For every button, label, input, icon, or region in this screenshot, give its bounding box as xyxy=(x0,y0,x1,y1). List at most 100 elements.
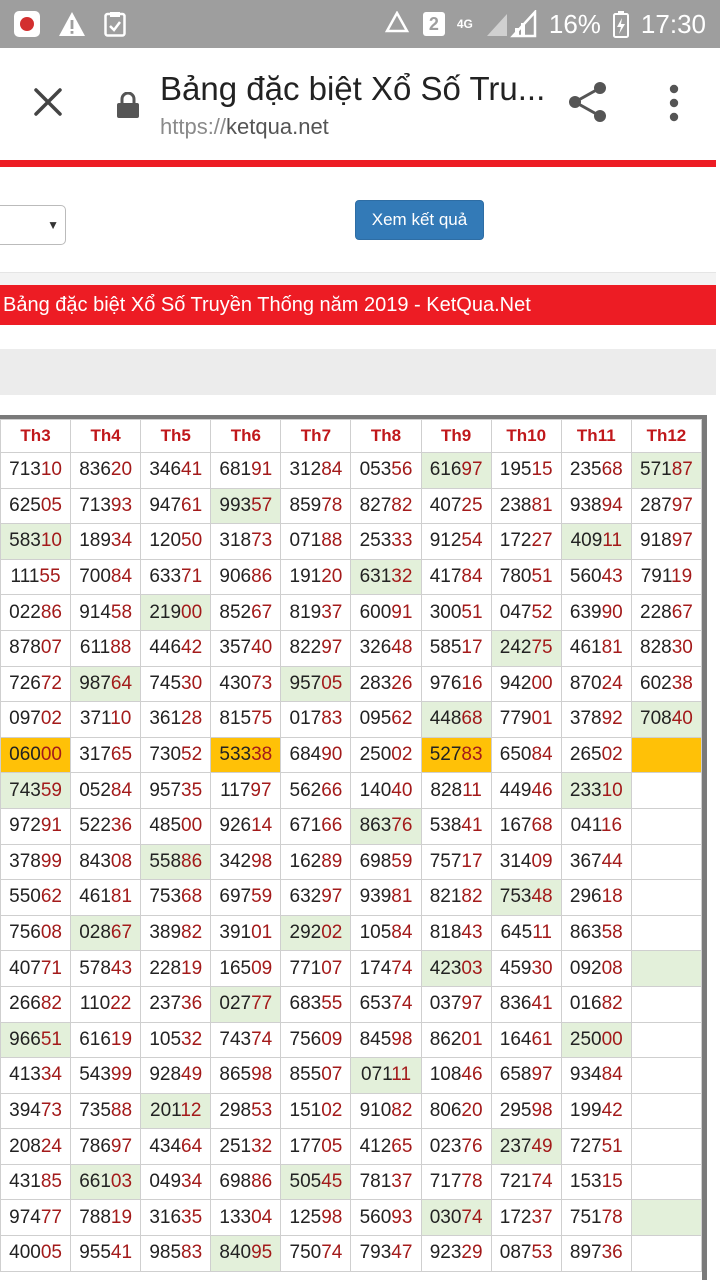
result-cell xyxy=(630,1235,702,1272)
result-cell: 11797 xyxy=(210,772,282,809)
view-results-button[interactable]: Xem kết quả xyxy=(355,200,484,240)
result-cell: 64511 xyxy=(490,914,562,952)
result-cell: 12598 xyxy=(280,1199,352,1237)
result-cell: 75608 xyxy=(0,914,72,952)
result-cell: 75178 xyxy=(560,1199,632,1237)
result-cell xyxy=(630,879,702,916)
share-icon[interactable] xyxy=(566,80,610,124)
result-cell: 95541 xyxy=(70,1235,142,1272)
table-row: 39473 73588 20112 29853 15102 91082 80620 29598… xyxy=(0,1092,702,1130)
result-cell: 35740 xyxy=(210,629,282,667)
result-cell: 07111 xyxy=(350,1057,422,1094)
table-row: 96651 61619 10532 74374 75609 84598 86201 16461… xyxy=(0,1021,702,1059)
result-cell: 82782 xyxy=(350,487,422,525)
battery-charging-icon xyxy=(612,11,629,38)
result-cell: 31635 xyxy=(140,1199,212,1237)
table-row: 75608 02867 38982 39101 29202 10584 81843 64511… xyxy=(0,914,702,952)
result-cell: 23310 xyxy=(560,772,632,809)
result-cell: 23736 xyxy=(140,985,212,1023)
result-cell: 23749 xyxy=(490,1128,562,1165)
result-cell: 25333 xyxy=(350,523,422,560)
sim-badge: 2 xyxy=(422,12,445,36)
result-cell: 56093 xyxy=(350,1199,422,1237)
result-cell: 85507 xyxy=(280,1057,352,1094)
result-cell: 28326 xyxy=(350,665,422,703)
result-cell: 56043 xyxy=(560,558,632,596)
table-row: 40005 95541 98583 84095 75074 79347 92329 08753… xyxy=(0,1235,702,1272)
result-cell: 92329 xyxy=(420,1235,492,1272)
result-cell: 01682 xyxy=(560,985,632,1023)
result-cell: 66103 xyxy=(70,1163,142,1201)
result-cell: 87024 xyxy=(560,665,632,703)
result-cell: 29598 xyxy=(490,1092,562,1130)
result-cell: 43073 xyxy=(210,665,282,703)
result-cell: 98764 xyxy=(70,665,142,703)
result-cell: 39473 xyxy=(0,1092,72,1130)
result-cell xyxy=(630,950,702,987)
result-cell: 75368 xyxy=(140,879,212,916)
result-cell: 62505 xyxy=(0,487,72,525)
result-cell: 22819 xyxy=(140,950,212,987)
result-cell: 38982 xyxy=(140,914,212,952)
result-cell: 29202 xyxy=(280,914,352,952)
app-notification-icon xyxy=(14,11,40,37)
result-cell: 85267 xyxy=(210,594,282,631)
result-cell: 02777 xyxy=(210,985,282,1023)
result-cell: 79347 xyxy=(350,1235,422,1272)
result-cell: 86376 xyxy=(350,807,422,845)
result-cell: 89736 xyxy=(560,1235,632,1272)
result-cell: 11022 xyxy=(70,985,142,1023)
result-cell: 22867 xyxy=(630,594,702,631)
result-cell: 77901 xyxy=(490,701,562,738)
result-cell: 97477 xyxy=(0,1199,72,1237)
result-cell xyxy=(630,985,702,1023)
results-table: Th3 Th4 Th5 Th6 Th7 Th8 Th9 Th10 Th11 Th12 71310 8… xyxy=(0,419,702,1272)
result-cell: 50545 xyxy=(280,1163,352,1201)
month-header: Th8 xyxy=(350,419,422,453)
result-cell: 04752 xyxy=(490,594,562,631)
result-cell: 37899 xyxy=(0,843,72,881)
result-cell: 41265 xyxy=(350,1128,422,1165)
year-select[interactable]: ▼ xyxy=(0,205,66,245)
result-cell: 42303 xyxy=(420,950,492,987)
result-cell: 92614 xyxy=(210,807,282,845)
result-cell: 72174 xyxy=(490,1163,562,1201)
result-cell: 34298 xyxy=(210,843,282,881)
result-cell: 05284 xyxy=(70,772,142,809)
result-cell: 61697 xyxy=(420,452,492,489)
table-row: 06000 31765 73052 53338 68490 25002 52783 65084… xyxy=(0,736,702,774)
result-cell: 84308 xyxy=(70,843,142,881)
status-bar: 2 4G 16% 17:30 xyxy=(0,0,720,48)
table-row: 02286 91458 21900 85267 81937 60091 30051 04752… xyxy=(0,594,702,631)
result-cell: 79119 xyxy=(630,558,702,596)
result-cell: 90686 xyxy=(210,558,282,596)
result-cell: 52236 xyxy=(70,807,142,845)
more-options-icon[interactable] xyxy=(660,82,688,124)
result-cell: 19120 xyxy=(280,558,352,596)
result-cell: 93981 xyxy=(350,879,422,916)
result-cell: 82811 xyxy=(420,772,492,809)
result-cell: 08753 xyxy=(490,1235,562,1272)
close-icon[interactable] xyxy=(28,82,68,122)
result-cell: 12050 xyxy=(140,523,212,560)
table-row: 58310 18934 12050 31873 07188 25333 91254 17227… xyxy=(0,523,702,560)
result-cell: 40725 xyxy=(420,487,492,525)
result-cell: 15102 xyxy=(280,1092,352,1130)
result-cell: 02376 xyxy=(420,1128,492,1165)
result-cell xyxy=(630,1199,702,1237)
result-cell: 69759 xyxy=(210,879,282,916)
result-cell: 93484 xyxy=(560,1057,632,1094)
result-cell: 82297 xyxy=(280,629,352,667)
result-cell: 82182 xyxy=(420,879,492,916)
result-cell: 63990 xyxy=(560,594,632,631)
result-cell: 58310 xyxy=(0,523,72,560)
result-cell: 85978 xyxy=(280,487,352,525)
result-cell: 58517 xyxy=(420,629,492,667)
results-table-container[interactable]: Th3 Th4 Th5 Th6 Th7 Th8 Th9 Th10 Th11 Th12 71310 8… xyxy=(0,415,707,1280)
table-row: 40771 57843 22819 16509 77107 17474 42303 45930… xyxy=(0,950,702,987)
result-cell: 61188 xyxy=(70,629,142,667)
result-cell: 16509 xyxy=(210,950,282,987)
result-cell: 57187 xyxy=(630,452,702,489)
result-cell: 60091 xyxy=(350,594,422,631)
result-cell: 52783 xyxy=(420,736,492,774)
